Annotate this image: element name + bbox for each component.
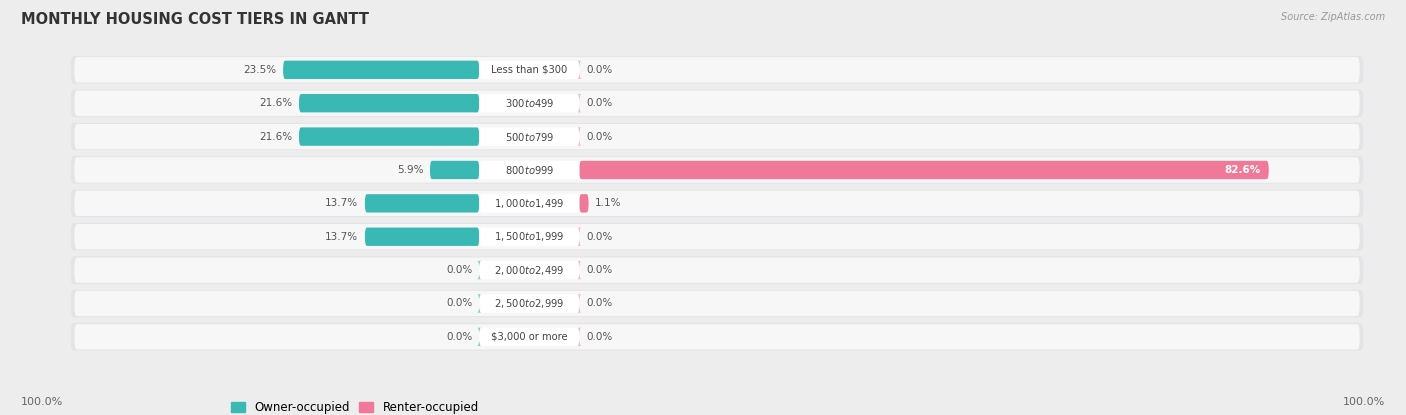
Text: 0.0%: 0.0% [586,65,612,75]
Text: 21.6%: 21.6% [259,98,292,108]
Text: 0.0%: 0.0% [586,132,612,142]
FancyBboxPatch shape [578,127,582,146]
Text: 0.0%: 0.0% [586,298,612,308]
FancyBboxPatch shape [70,156,1364,184]
Text: 23.5%: 23.5% [243,65,277,75]
FancyBboxPatch shape [70,256,1364,284]
FancyBboxPatch shape [70,122,1364,151]
Text: $2,000 to $2,499: $2,000 to $2,499 [494,264,565,277]
FancyBboxPatch shape [70,89,1364,117]
FancyBboxPatch shape [479,194,579,212]
FancyBboxPatch shape [75,157,1360,183]
FancyBboxPatch shape [578,227,582,246]
Text: Source: ZipAtlas.com: Source: ZipAtlas.com [1281,12,1385,22]
FancyBboxPatch shape [75,190,1360,216]
FancyBboxPatch shape [299,94,479,112]
Text: 0.0%: 0.0% [586,232,612,242]
FancyBboxPatch shape [70,290,1364,317]
FancyBboxPatch shape [479,227,579,246]
Text: 0.0%: 0.0% [586,98,612,108]
Text: $2,500 to $2,999: $2,500 to $2,999 [494,297,565,310]
Text: $1,000 to $1,499: $1,000 to $1,499 [494,197,565,210]
FancyBboxPatch shape [479,127,579,146]
Text: Less than $300: Less than $300 [491,65,568,75]
FancyBboxPatch shape [366,227,479,246]
FancyBboxPatch shape [578,261,582,279]
FancyBboxPatch shape [479,261,579,279]
Text: 0.0%: 0.0% [446,265,472,275]
Text: 13.7%: 13.7% [325,198,359,208]
Text: 0.0%: 0.0% [446,332,472,342]
FancyBboxPatch shape [430,161,479,179]
FancyBboxPatch shape [75,291,1360,316]
FancyBboxPatch shape [477,261,481,279]
FancyBboxPatch shape [70,323,1364,351]
FancyBboxPatch shape [479,61,579,79]
FancyBboxPatch shape [477,294,481,312]
Text: $300 to $499: $300 to $499 [505,97,554,109]
FancyBboxPatch shape [70,223,1364,251]
FancyBboxPatch shape [75,324,1360,349]
FancyBboxPatch shape [70,189,1364,217]
Text: 82.6%: 82.6% [1225,165,1260,175]
FancyBboxPatch shape [578,294,582,312]
Legend: Owner-occupied, Renter-occupied: Owner-occupied, Renter-occupied [226,396,484,415]
FancyBboxPatch shape [75,124,1360,149]
FancyBboxPatch shape [75,224,1360,249]
Text: 100.0%: 100.0% [21,397,63,407]
Text: 100.0%: 100.0% [1343,397,1385,407]
FancyBboxPatch shape [70,56,1364,84]
FancyBboxPatch shape [578,94,582,112]
Text: 5.9%: 5.9% [396,165,423,175]
FancyBboxPatch shape [75,257,1360,283]
FancyBboxPatch shape [578,61,582,79]
Text: $3,000 or more: $3,000 or more [491,332,568,342]
FancyBboxPatch shape [479,328,579,346]
Text: $800 to $999: $800 to $999 [505,164,554,176]
FancyBboxPatch shape [479,161,579,179]
FancyBboxPatch shape [75,57,1360,83]
FancyBboxPatch shape [283,61,479,79]
FancyBboxPatch shape [579,194,589,212]
FancyBboxPatch shape [366,194,479,212]
Text: 1.1%: 1.1% [595,198,621,208]
FancyBboxPatch shape [477,328,481,346]
Text: 0.0%: 0.0% [586,265,612,275]
Text: $500 to $799: $500 to $799 [505,131,554,143]
FancyBboxPatch shape [479,94,579,112]
Text: 13.7%: 13.7% [325,232,359,242]
FancyBboxPatch shape [578,328,582,346]
Text: MONTHLY HOUSING COST TIERS IN GANTT: MONTHLY HOUSING COST TIERS IN GANTT [21,12,370,27]
FancyBboxPatch shape [479,294,579,312]
Text: 0.0%: 0.0% [446,298,472,308]
Text: $1,500 to $1,999: $1,500 to $1,999 [494,230,565,243]
Text: 21.6%: 21.6% [259,132,292,142]
FancyBboxPatch shape [75,90,1360,116]
Text: 0.0%: 0.0% [586,332,612,342]
FancyBboxPatch shape [579,161,1268,179]
FancyBboxPatch shape [299,127,479,146]
